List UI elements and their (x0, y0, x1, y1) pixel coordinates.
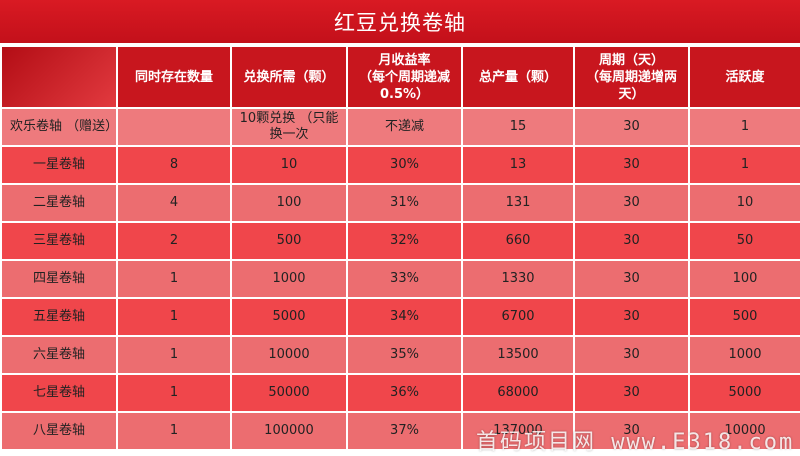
cell-cost: 500 (230, 221, 348, 261)
cell-cost: 10 (230, 145, 348, 185)
table-row: 四星卷轴 1 1000 33% 1330 30 100 (0, 259, 800, 299)
header-period: 周期（天） （每周期递增两 天） (573, 45, 690, 109)
cell-period: 30 (573, 297, 690, 337)
cell-rate: 36% (346, 373, 463, 413)
cell-cost: 5000 (230, 297, 348, 337)
header-total: 总产量（颗） (461, 45, 575, 109)
table-row: 七星卷轴 1 50000 36% 68000 30 5000 (0, 373, 800, 413)
scroll-exchange-table: 同时存在数量 兑换所需（颗） 月收益率 （每个周期递减 0.5%） 总产量（颗）… (0, 45, 800, 451)
cell-period: 30 (573, 259, 690, 299)
cell-total: 13500 (461, 335, 575, 375)
header-period-line3: 天） (618, 86, 645, 102)
cell-period: 30 (573, 183, 690, 223)
header-activity: 活跃度 (688, 45, 800, 109)
cell-name: 八星卷轴 (0, 411, 118, 451)
cell-activity: 500 (688, 297, 800, 337)
cell-count: 1 (116, 411, 232, 451)
header-period-line2: （每周期递增两 (585, 69, 677, 85)
cell-total: 15 (461, 107, 575, 147)
cell-rate: 32% (346, 221, 463, 261)
cell-rate: 37% (346, 411, 463, 451)
cell-cost: 50000 (230, 373, 348, 413)
cell-rate: 不递减 (346, 107, 463, 147)
cell-total: 131 (461, 183, 575, 223)
table-row: 三星卷轴 2 500 32% 660 30 50 (0, 221, 800, 261)
table-row: 一星卷轴 8 10 30% 13 30 1 (0, 145, 800, 185)
cell-total: 13 (461, 145, 575, 185)
table-row: 八星卷轴 1 100000 37% 137000 30 10000 (0, 411, 800, 451)
cell-activity: 10 (688, 183, 800, 223)
cell-count: 1 (116, 297, 232, 337)
cell-name: 欢乐卷轴 （赠送） (0, 107, 118, 147)
header-rate-line1: 月收益率 (378, 52, 431, 68)
cell-count: 2 (116, 221, 232, 261)
cell-rate: 35% (346, 335, 463, 375)
header-row: 同时存在数量 兑换所需（颗） 月收益率 （每个周期递减 0.5%） 总产量（颗）… (0, 45, 800, 109)
cell-period: 30 (573, 373, 690, 413)
cell-period: 30 (573, 221, 690, 261)
header-rate-line2: （每个周期递减 (358, 69, 450, 85)
cell-activity: 50 (688, 221, 800, 261)
cell-count: 4 (116, 183, 232, 223)
cell-name: 一星卷轴 (0, 145, 118, 185)
cell-period: 30 (573, 335, 690, 375)
cell-activity: 10000 (688, 411, 800, 451)
cell-count (116, 107, 232, 147)
cell-cost: 10000 (230, 335, 348, 375)
cell-name: 六星卷轴 (0, 335, 118, 375)
cell-activity: 1000 (688, 335, 800, 375)
cell-name: 三星卷轴 (0, 221, 118, 261)
cell-period: 30 (573, 145, 690, 185)
cell-name: 二星卷轴 (0, 183, 118, 223)
cell-total: 137000 (461, 411, 575, 451)
table-row: 五星卷轴 1 5000 34% 6700 30 500 (0, 297, 800, 337)
cell-activity: 1 (688, 145, 800, 185)
cell-count: 8 (116, 145, 232, 185)
cell-count: 1 (116, 335, 232, 375)
cell-count: 1 (116, 259, 232, 299)
table-row: 欢乐卷轴 （赠送） 10颗兑换 （只能换一次 不递减 15 30 1 (0, 107, 800, 147)
table-row: 二星卷轴 4 100 31% 131 30 10 (0, 183, 800, 223)
table-row: 六星卷轴 1 10000 35% 13500 30 1000 (0, 335, 800, 375)
cell-rate: 34% (346, 297, 463, 337)
header-period-line1: 周期（天） (598, 52, 664, 68)
cell-period: 30 (573, 107, 690, 147)
header-rate-line3: 0.5%） (379, 86, 430, 102)
cell-total: 1330 (461, 259, 575, 299)
cell-name: 五星卷轴 (0, 297, 118, 337)
header-count: 同时存在数量 (116, 45, 232, 109)
cell-period: 30 (573, 411, 690, 451)
table-title: 红豆兑换卷轴 (0, 0, 800, 43)
header-rate: 月收益率 （每个周期递减 0.5%） (346, 45, 463, 109)
cell-cost: 100 (230, 183, 348, 223)
cell-cost: 100000 (230, 411, 348, 451)
cell-rate: 30% (346, 145, 463, 185)
cell-count: 1 (116, 373, 232, 413)
header-cost: 兑换所需（颗） (230, 45, 348, 109)
cell-name: 七星卷轴 (0, 373, 118, 413)
cell-rate: 33% (346, 259, 463, 299)
cell-activity: 100 (688, 259, 800, 299)
cell-total: 6700 (461, 297, 575, 337)
cell-rate: 31% (346, 183, 463, 223)
cell-total: 660 (461, 221, 575, 261)
cell-name: 四星卷轴 (0, 259, 118, 299)
header-corner (0, 45, 118, 109)
cell-total: 68000 (461, 373, 575, 413)
cell-cost: 10颗兑换 （只能换一次 (230, 107, 348, 147)
cell-activity: 1 (688, 107, 800, 147)
cell-activity: 5000 (688, 373, 800, 413)
cell-cost: 1000 (230, 259, 348, 299)
